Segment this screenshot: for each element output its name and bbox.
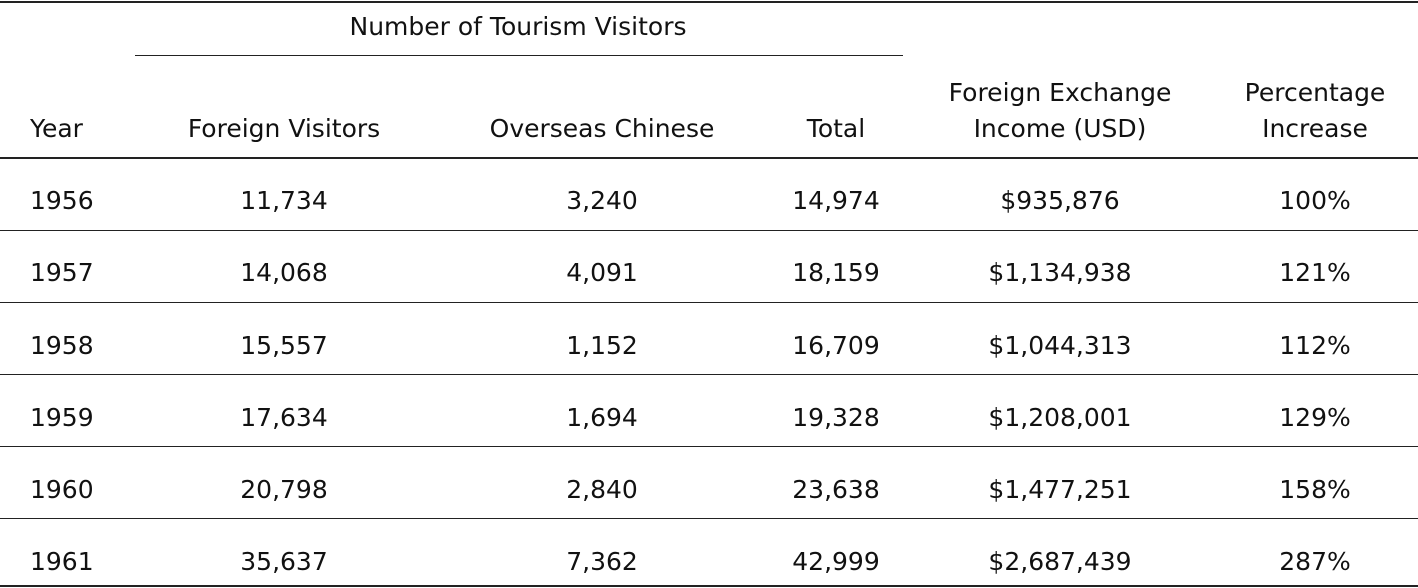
row-rule xyxy=(0,518,1418,519)
column-header: Total xyxy=(806,114,866,143)
table-cell: 14,974 xyxy=(792,186,880,215)
column-header: Foreign Visitors xyxy=(187,114,381,143)
group-title: Number of Tourism Visitors xyxy=(349,12,687,41)
table-cell: 1,694 xyxy=(566,403,638,432)
table-cell: 18,159 xyxy=(792,258,880,287)
row-rule xyxy=(0,302,1418,303)
table-cell: 1961 xyxy=(30,547,94,576)
header-rule xyxy=(0,157,1418,159)
table-cell: 100% xyxy=(1279,186,1351,215)
table-cell: 23,638 xyxy=(792,475,880,504)
table-cell: 1960 xyxy=(30,475,94,504)
table-cell: 19,328 xyxy=(792,403,880,432)
row-rule xyxy=(0,446,1418,447)
top-rule xyxy=(0,1,1418,3)
column-header: Income (USD) xyxy=(973,114,1147,143)
table-cell: 1958 xyxy=(30,331,94,360)
table-cell: 2,840 xyxy=(566,475,638,504)
table-cell: 1957 xyxy=(30,258,94,287)
column-header: Increase xyxy=(1262,114,1368,143)
table-cell: 11,734 xyxy=(240,186,328,215)
table-cell: 112% xyxy=(1279,331,1351,360)
table-cell: 35,637 xyxy=(240,547,328,576)
table-cell: 16,709 xyxy=(792,331,880,360)
row-rule xyxy=(0,374,1418,375)
table-cell: 287% xyxy=(1279,547,1351,576)
column-header: Year xyxy=(30,114,83,143)
column-header: Overseas Chinese xyxy=(489,114,715,143)
row-rule xyxy=(0,230,1418,231)
column-header: Foreign Exchange xyxy=(948,78,1172,107)
table-cell: $1,208,001 xyxy=(988,403,1132,432)
table-cell: 15,557 xyxy=(240,331,328,360)
table-cell: $935,876 xyxy=(1000,186,1120,215)
table-cell: 7,362 xyxy=(566,547,638,576)
table-cell: 42,999 xyxy=(792,547,880,576)
group-rule xyxy=(135,55,903,56)
bottom-rule xyxy=(0,585,1418,587)
table-cell: 1959 xyxy=(30,403,94,432)
table-cell: 3,240 xyxy=(566,186,638,215)
column-header: Percentage xyxy=(1244,78,1386,107)
table-cell: $1,134,938 xyxy=(988,258,1132,287)
table-cell: 158% xyxy=(1279,475,1351,504)
table-cell: 4,091 xyxy=(566,258,638,287)
table-cell: $2,687,439 xyxy=(988,547,1132,576)
table-cell: 1,152 xyxy=(566,331,638,360)
table-cell: $1,044,313 xyxy=(988,331,1132,360)
table-cell: $1,477,251 xyxy=(988,475,1132,504)
table-cell: 14,068 xyxy=(240,258,328,287)
table-cell: 121% xyxy=(1279,258,1351,287)
table-cell: 20,798 xyxy=(240,475,328,504)
table-cell: 1956 xyxy=(30,186,94,215)
table-cell: 129% xyxy=(1279,403,1351,432)
table-cell: 17,634 xyxy=(240,403,328,432)
